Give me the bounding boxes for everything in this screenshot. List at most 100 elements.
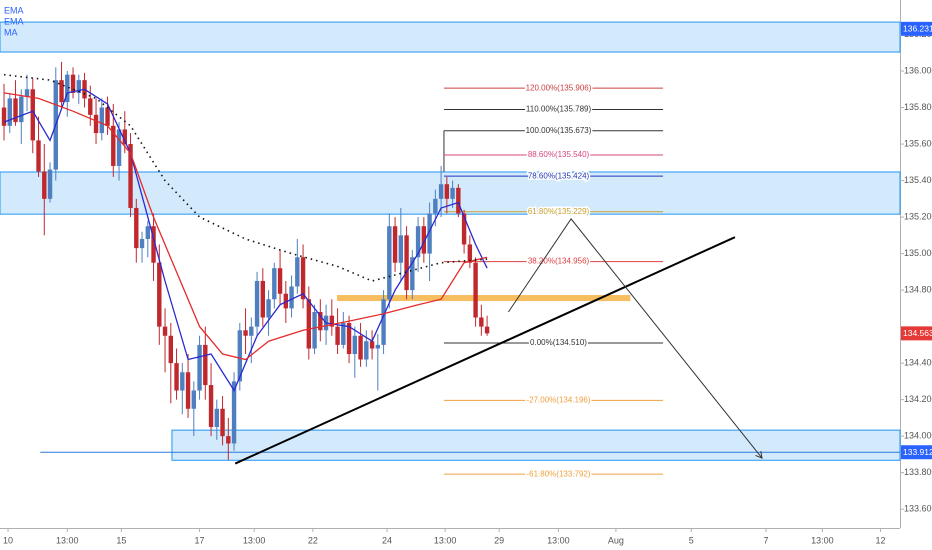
candle-body	[375, 344, 381, 349]
candle-body	[151, 226, 156, 263]
x-tick-label: 13:00	[56, 535, 79, 545]
candle-body	[231, 381, 237, 444]
x-tick-label: 13:00	[547, 535, 570, 545]
y-tick-label: 134.200	[904, 394, 932, 404]
candle-body	[415, 226, 421, 258]
legend-entry: EMA	[4, 5, 24, 15]
x-tick-label: 24	[382, 535, 392, 545]
x-tick-label: 10	[3, 535, 13, 545]
y-tick-label: 135.200	[904, 211, 932, 221]
candle-body	[76, 80, 81, 93]
x-tick-label: 13:00	[811, 535, 834, 545]
candle-body	[300, 257, 306, 300]
candle-body	[19, 96, 24, 123]
candle-body	[13, 98, 18, 123]
candle-body	[30, 89, 35, 141]
candle-body	[329, 315, 335, 327]
x-tick-label: 5	[689, 535, 694, 545]
y-tick-label: 134.000	[904, 431, 932, 441]
candle-body	[24, 89, 30, 97]
candle-body	[358, 335, 363, 360]
fib-label: 100.00%(135.673)	[526, 126, 592, 135]
candle-body	[467, 244, 473, 263]
price-tag-label: 133.912	[903, 447, 932, 457]
candle-body	[392, 226, 398, 263]
candle-body	[295, 257, 300, 287]
candle-body	[277, 268, 283, 294]
candle-body	[93, 114, 99, 134]
trendline	[234, 236, 736, 465]
candle-body	[185, 372, 191, 409]
y-tick-label: 133.800	[904, 467, 932, 477]
fib-label: 0.00%(134.510)	[530, 338, 587, 347]
order-block	[336, 295, 631, 302]
candle-body	[352, 335, 358, 355]
indicator-line	[3, 92, 488, 361]
candle-body	[99, 107, 104, 134]
zone	[0, 21, 901, 53]
candle-body	[105, 107, 110, 126]
candle-body	[116, 129, 122, 166]
price-tag	[901, 21, 932, 36]
candle-body	[410, 257, 415, 291]
y-tick-label: 133.600	[904, 504, 932, 514]
candle-body	[214, 408, 220, 428]
candle-body	[456, 187, 461, 214]
zone	[171, 429, 901, 461]
candle-body	[128, 144, 133, 208]
candle-body	[433, 198, 438, 214]
candle-body	[484, 326, 490, 334]
candle-body	[47, 169, 53, 199]
candle-body	[272, 268, 277, 300]
fib-label: 88.60%(135.540)	[528, 150, 590, 159]
x-tick-label: 13:00	[243, 535, 266, 545]
y-tick-label: 135.400	[904, 175, 932, 185]
y-tick-label: 135.800	[904, 102, 932, 112]
candle-body	[289, 286, 294, 309]
y-tick-label: 135.000	[904, 248, 932, 258]
candle-body	[111, 125, 116, 166]
candle-body	[88, 98, 93, 115]
fib-label: 78.60%(135.424)	[528, 171, 590, 180]
x-tick-label: 29	[494, 535, 504, 545]
candle-body	[7, 98, 12, 126]
price-tag-label: 136.231	[903, 24, 932, 34]
y-tick-label: 135.600	[904, 138, 932, 148]
plot: 120.00%(135.906) 110.00%(135.789) 100.00%(…	[0, 21, 901, 480]
x-tick-label: 17	[195, 535, 205, 545]
candle-body	[312, 312, 317, 349]
x-tick-label: 12	[875, 535, 885, 545]
candle-body	[341, 322, 346, 345]
price-tag	[901, 326, 932, 341]
candle-body	[254, 280, 260, 327]
candle-body	[266, 299, 271, 318]
fib-label: -61.80%(133.792)	[526, 469, 590, 478]
candle-body	[220, 408, 225, 437]
candle-body	[398, 235, 404, 263]
candle-body	[139, 238, 145, 249]
candle-body	[42, 171, 47, 199]
fib-label: 110.00%(135.789)	[526, 105, 592, 114]
candle-body	[243, 330, 248, 336]
legend-entry: MA	[4, 27, 18, 37]
arrowhead	[755, 451, 763, 459]
candle-body	[237, 330, 243, 382]
candle-body	[191, 390, 197, 409]
candle-body	[134, 207, 139, 249]
price-tag-label: 134.563	[903, 328, 932, 338]
candle-body	[122, 129, 127, 145]
candle-body	[197, 344, 202, 391]
candle-body	[450, 187, 455, 199]
candle-body	[174, 363, 179, 391]
candle-body	[381, 299, 386, 345]
x-tick-label: 13:00	[434, 535, 457, 545]
candle-body	[283, 293, 289, 309]
candle-body	[335, 326, 340, 345]
candle-body	[364, 341, 369, 360]
candle-body	[59, 80, 64, 103]
fib-label: 120.00%(135.906)	[526, 83, 592, 92]
candle-body	[65, 74, 70, 103]
candle-body	[168, 335, 173, 364]
